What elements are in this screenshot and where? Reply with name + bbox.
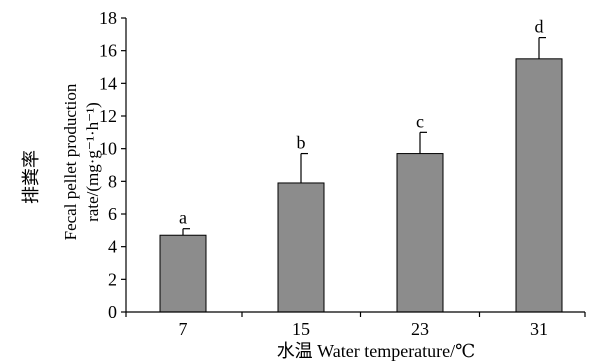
bar bbox=[159, 234, 207, 313]
y-tick-label: 12 bbox=[99, 106, 117, 126]
y-axis-label-line-2: Fecal pellet production bbox=[61, 83, 80, 240]
x-axis-ticks: 7 15 23 31 bbox=[125, 312, 586, 339]
y-axis-label: 排粪率 Fecal pellet production rate/(mg·g⁻¹… bbox=[21, 83, 102, 240]
x-tick-label: 7 bbox=[179, 319, 188, 339]
significance-letter: d bbox=[535, 17, 544, 37]
bar bbox=[396, 153, 444, 313]
y-tick-label: 10 bbox=[99, 139, 117, 159]
bar bbox=[277, 182, 325, 313]
error-bars-layer bbox=[182, 36, 546, 236]
y-tick-label: 4 bbox=[108, 237, 117, 257]
y-tick-label: 8 bbox=[108, 171, 117, 191]
x-tick-label: 15 bbox=[292, 319, 310, 339]
x-tick-label: 31 bbox=[530, 319, 548, 339]
significance-letter: a bbox=[179, 208, 187, 228]
y-tick-label: 16 bbox=[99, 41, 117, 61]
y-tick-label: 14 bbox=[99, 73, 117, 93]
bars-layer bbox=[159, 58, 563, 313]
bar bbox=[515, 58, 563, 313]
y-tick-label: 0 bbox=[108, 302, 117, 322]
y-tick-label: 2 bbox=[108, 269, 117, 289]
significance-letter: b bbox=[297, 133, 306, 153]
y-axis-ticks: 0 2 4 6 8 10 12 14 16 18 bbox=[99, 8, 126, 322]
y-tick-label: 18 bbox=[99, 8, 117, 28]
y-axis-label-line-1: 排粪率 bbox=[21, 150, 41, 204]
significance-letters-layer: a b c d bbox=[179, 17, 544, 228]
y-axis-label-line-3: rate/(mg·g⁻¹·h⁻¹) bbox=[83, 102, 102, 222]
x-tick-label: 23 bbox=[411, 319, 429, 339]
significance-letter: c bbox=[416, 111, 424, 131]
y-tick-label: 6 bbox=[108, 204, 117, 224]
x-axis-label: 水温 Water temperature/℃ bbox=[277, 341, 476, 361]
